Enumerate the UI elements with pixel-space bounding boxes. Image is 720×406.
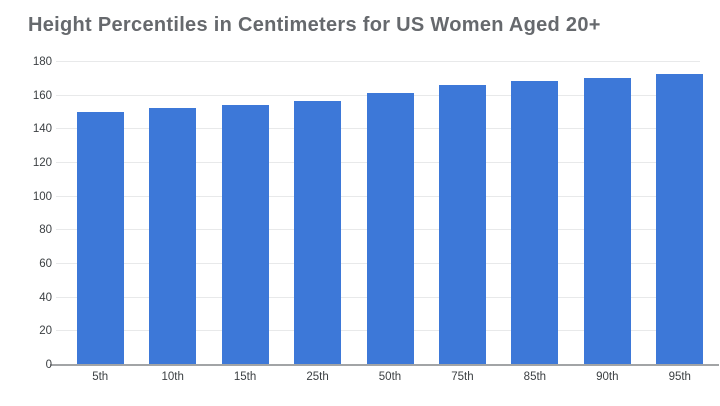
x-tick-label: 10th (161, 371, 184, 383)
x-tick-label: 15th (233, 371, 257, 383)
bar-5th-percentile (76, 111, 124, 364)
y-tick-label: 160 (32, 89, 52, 102)
y-tick-label: 120 (32, 157, 52, 169)
bar-90th-percentile (583, 77, 631, 364)
y-tick-label: 140 (32, 123, 52, 136)
bar-75th-percentile (438, 85, 486, 364)
x-tick-label: 85th (523, 371, 547, 383)
x-axis-line (50, 364, 719, 366)
y-tick-label: 20 (39, 325, 52, 338)
x-tick-label: 25th (306, 371, 329, 383)
y-tick-label: 40 (39, 291, 52, 304)
y-tick-label: 80 (39, 224, 52, 237)
x-tick-label: 95th (668, 371, 691, 383)
gridline (56, 61, 700, 62)
x-tick-label: 75th (451, 371, 474, 383)
y-axis-labels: 0 20 40 60 80 100 120 140 160 180 (0, 56, 52, 371)
bar-85th-percentile (511, 81, 559, 364)
x-axis-labels: 5th 10th 15th 25th 50th 75th 85th 90th 95th (64, 371, 716, 387)
y-tick-label: 60 (39, 258, 52, 270)
y-tick-label: 0 (45, 359, 52, 371)
bar-15th-percentile (221, 104, 269, 364)
bar-50th-percentile (366, 92, 414, 364)
x-tick-label: 50th (378, 371, 402, 383)
plot-area (50, 61, 719, 366)
y-tick-label: 100 (32, 190, 52, 203)
chart-title: Height Percentiles in Centimeters for US… (28, 14, 601, 36)
x-tick-label: 90th (596, 371, 619, 383)
bar-10th-percentile (149, 108, 197, 364)
bar-95th-percentile (656, 73, 704, 364)
x-tick-label: 5th (92, 371, 109, 383)
y-tick-label: 180 (32, 56, 52, 68)
bar-25th-percentile (294, 101, 342, 364)
